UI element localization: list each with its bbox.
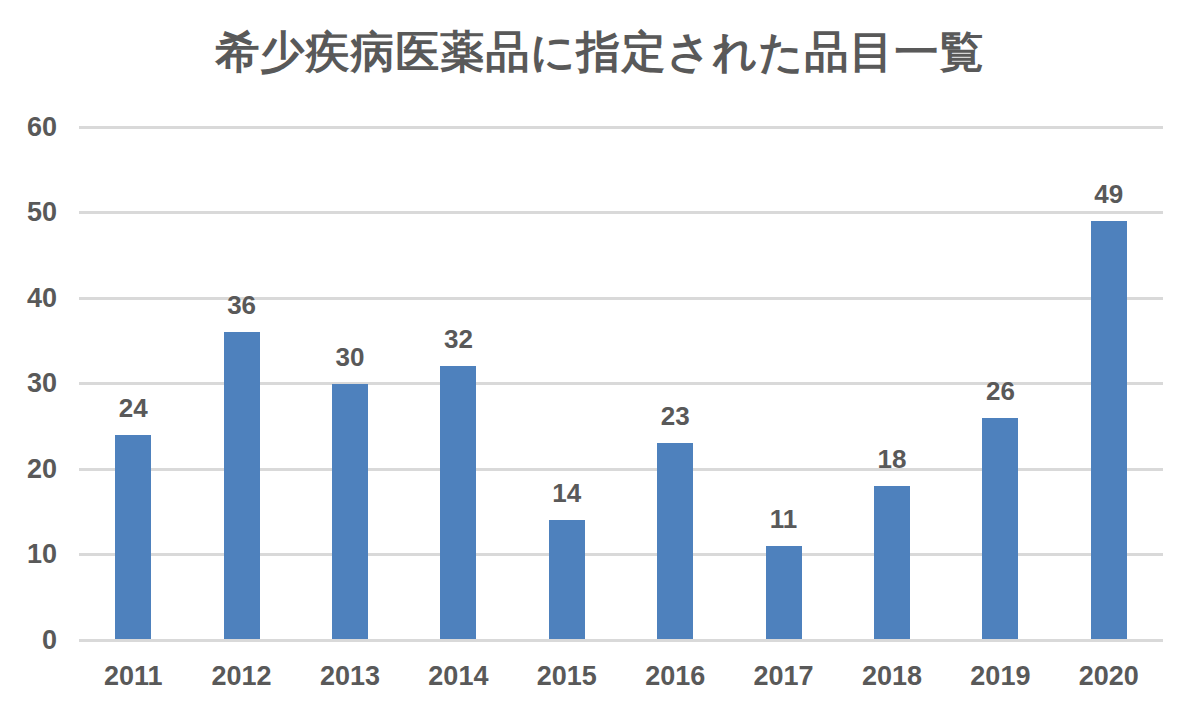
x-axis-line — [79, 639, 1163, 642]
y-axis-tick-label-10: 10 — [0, 541, 57, 568]
x-axis-tick-label-2013: 2013 — [296, 663, 404, 690]
x-axis-tick-label-2019: 2019 — [946, 663, 1054, 690]
bar-2016 — [657, 443, 693, 641]
bar-value-label-2020: 49 — [1069, 181, 1149, 207]
y-axis-tick-label-20: 20 — [0, 456, 57, 483]
y-axis-tick-label-30: 30 — [0, 370, 57, 397]
x-axis-tick-label-2016: 2016 — [621, 663, 729, 690]
bar-value-label-2017: 11 — [744, 506, 824, 532]
gridline-50 — [79, 211, 1163, 214]
bar-2015 — [549, 520, 585, 641]
y-axis-tick-label-50: 50 — [0, 199, 57, 226]
bar-2019 — [982, 418, 1018, 641]
gridline-60 — [79, 126, 1163, 129]
bar-2017 — [766, 546, 802, 641]
bar-value-label-2015: 14 — [527, 480, 607, 506]
x-axis-tick-label-2011: 2011 — [79, 663, 187, 690]
bar-value-label-2014: 32 — [418, 326, 498, 352]
x-axis-tick-label-2018: 2018 — [838, 663, 946, 690]
bar-2013 — [332, 384, 368, 642]
x-axis-tick-label-2017: 2017 — [730, 663, 838, 690]
bar-2012 — [224, 332, 260, 641]
bar-value-label-2019: 26 — [960, 378, 1040, 404]
x-axis-tick-label-2014: 2014 — [404, 663, 512, 690]
bar-value-label-2013: 30 — [310, 344, 390, 370]
bar-2011 — [115, 435, 151, 641]
y-axis-tick-label-40: 40 — [0, 285, 57, 312]
bar-value-label-2018: 18 — [852, 446, 932, 472]
bar-2020 — [1091, 221, 1127, 641]
bar-2014 — [440, 366, 476, 641]
y-axis-tick-label-0: 0 — [0, 627, 57, 654]
y-axis-tick-label-60: 60 — [0, 114, 57, 141]
x-axis-tick-label-2020: 2020 — [1055, 663, 1163, 690]
bar-value-label-2016: 23 — [635, 403, 715, 429]
chart-window: 希少疾病医薬品に指定された品目一覧 0102030405060242011362… — [0, 0, 1200, 720]
plot-area: 0 10 20 30 40 50 60 24 2011 36 2012 30 2013 32 2014 14 2… — [0, 0, 1200, 720]
bar-value-label-2011: 24 — [93, 395, 173, 421]
bar-2018 — [874, 486, 910, 641]
bar-value-label-2012: 36 — [202, 292, 282, 318]
x-axis-tick-label-2015: 2015 — [513, 663, 621, 690]
x-axis-tick-label-2012: 2012 — [188, 663, 296, 690]
